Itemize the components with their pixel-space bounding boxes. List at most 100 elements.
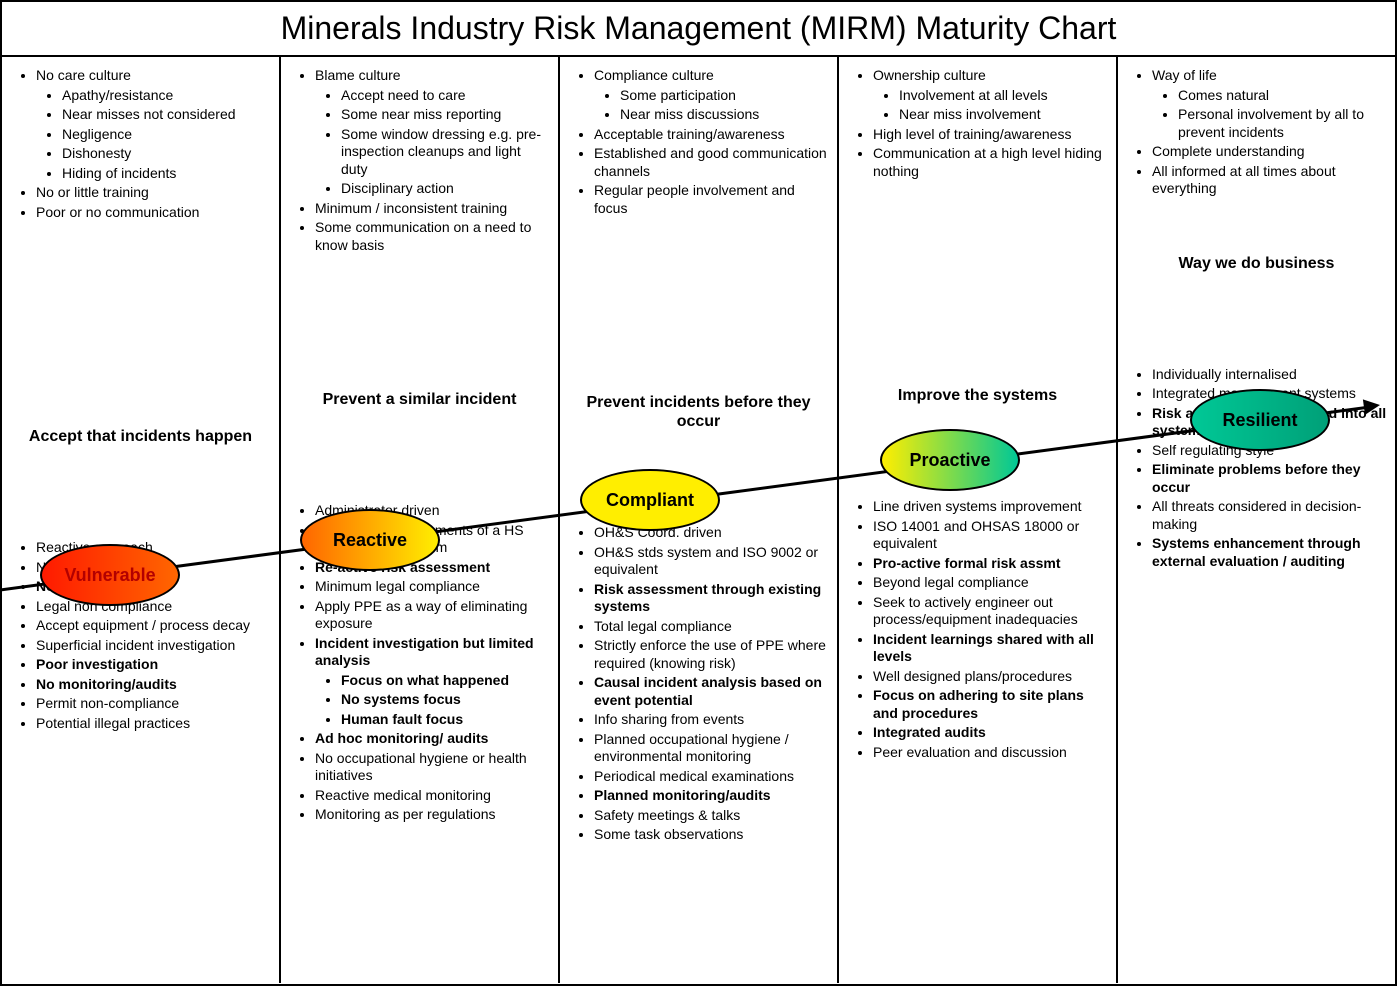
bullet-item: Compliance cultureSome participationNear… (594, 67, 829, 124)
bullet-item: Loose systems, elements of a HS Manageme… (315, 522, 550, 557)
culture-bullets: Ownership cultureInvolvement at all leve… (847, 67, 1108, 180)
bullet-item: ISO 14001 and OHSAS 18000 or equivalent (873, 518, 1108, 553)
bullet-item: Peer evaluation and discussion (873, 744, 1108, 762)
bullet-item: Self regulating style (1152, 442, 1387, 460)
bullet-item: Near miss involvement (899, 106, 1108, 124)
stage-tagline: Accept that incidents happen (14, 427, 267, 446)
bullet-item: Individually internalised (1152, 366, 1387, 384)
bullet-item: Blame cultureAccept need to careSome nea… (315, 67, 550, 198)
stage-tagline: Improve the systems (851, 386, 1104, 405)
chart-frame: Minerals Industry Risk Management (MIRM)… (0, 0, 1397, 986)
bullet-item: Established and good communication chann… (594, 145, 829, 180)
bullet-item: Some task observations (594, 826, 829, 844)
bullet-item: Legal non compliance (36, 598, 271, 616)
bullet-item: No systems focus (341, 691, 550, 709)
chart-title: Minerals Industry Risk Management (MIRM)… (2, 2, 1395, 57)
bullet-item: Eliminate problems before they occur (1152, 461, 1387, 496)
bullet-item: Ad hoc monitoring/ audits (315, 730, 550, 748)
bullet-item: Reactive medical monitoring (315, 787, 550, 805)
systems-bullets: Reactive approach No systemsNo risk asses… (10, 539, 271, 732)
culture-bullets: Compliance cultureSome participationNear… (568, 67, 829, 217)
bullet-item: Poor investigation (36, 656, 271, 674)
bullet-item: High level of training/awareness (873, 126, 1108, 144)
bullet-item: Safety meetings & talks (594, 807, 829, 825)
bullet-item: Some communication on a need to know bas… (315, 219, 550, 254)
stage-tagline: Prevent a similar incident (293, 390, 546, 409)
bullet-item: No occupational hygiene or health initia… (315, 750, 550, 785)
bullet-item: No risk assessment (36, 578, 271, 596)
stage-column-proactive: Ownership cultureInvolvement at all leve… (839, 57, 1118, 983)
bullet-item: OH&S stds system and ISO 9002 or equival… (594, 544, 829, 579)
bullet-item: Regular people involvement and focus (594, 182, 829, 217)
culture-bullets: No care cultureApathy/resistanceNear mis… (10, 67, 271, 221)
bullet-item: Pro-active formal risk assmt (873, 555, 1108, 573)
bullet-item: Risk assessment through existing systems (594, 581, 829, 616)
bullet-item: Accept need to care (341, 87, 550, 105)
bullet-item: Strictly enforce the use of PPE where re… (594, 637, 829, 672)
bullet-item: Seek to actively engineer out process/eq… (873, 594, 1108, 629)
bullet-item: Accept equipment / process decay (36, 617, 271, 635)
bullet-item: Monitoring as per regulations (315, 806, 550, 824)
bullet-item: Communication at a high level hiding not… (873, 145, 1108, 180)
culture-bullets: Way of lifeComes naturalPersonal involve… (1126, 67, 1387, 198)
bullet-item: Superficial incident investigation (36, 637, 271, 655)
bullet-item: Total legal compliance (594, 618, 829, 636)
bullet-item: Incident investigation but limited analy… (315, 635, 550, 729)
bullet-item: Involvement at all levels (899, 87, 1108, 105)
bullet-item: Apathy/resistance (62, 87, 271, 105)
bullet-item: Near miss discussions (620, 106, 829, 124)
bullet-item: Focus on what happened (341, 672, 550, 690)
bullet-item: Causal incident analysis based on event … (594, 674, 829, 709)
bullet-item: Minimum / inconsistent training (315, 200, 550, 218)
stage-column-vulnerable: No care cultureApathy/resistanceNear mis… (2, 57, 281, 983)
bullet-item: Line driven systems improvement (873, 498, 1108, 516)
bullet-item: Some participation (620, 87, 829, 105)
bullet-item: No or little training (36, 184, 271, 202)
systems-bullets: Line driven systems improvement ISO 14001… (847, 498, 1108, 761)
bullet-item: Well designed plans/procedures (873, 668, 1108, 686)
bullet-item: No systems (36, 559, 271, 577)
bullet-item: Re-active risk assessment (315, 559, 550, 577)
bullet-item: Planned monitoring/audits (594, 787, 829, 805)
bullet-item: Focus on adhering to site plans and proc… (873, 687, 1108, 722)
bullet-item: Integrated management systems (1152, 385, 1387, 403)
stage-tagline: Prevent incidents before they occur (572, 393, 825, 431)
bullet-item: Periodical medical examinations (594, 768, 829, 786)
bullet-item: Human fault focus (341, 711, 550, 729)
stage-column-reactive: Blame cultureAccept need to careSome nea… (281, 57, 560, 983)
systems-bullets: OH&S Coord. driven OH&S stds system and I… (568, 524, 829, 844)
stage-column-compliant: Compliance cultureSome participationNear… (560, 57, 839, 983)
bullet-item: Way of lifeComes naturalPersonal involve… (1152, 67, 1387, 141)
bullet-item: Potential illegal practices (36, 715, 271, 733)
bullet-item: No monitoring/audits (36, 676, 271, 694)
bullet-item: Some window dressing e.g. pre-inspection… (341, 126, 550, 179)
bullet-item: All informed at all times about everythi… (1152, 163, 1387, 198)
bullet-item: All threats considered in decision-makin… (1152, 498, 1387, 533)
bullet-item: Planned occupational hygiene / environme… (594, 731, 829, 766)
systems-bullets: Individually internalisedIntegrated mana… (1126, 366, 1387, 571)
bullet-item: Minimum legal compliance (315, 578, 550, 596)
bullet-item: Systems enhancement through external eva… (1152, 535, 1387, 570)
stage-tagline: Way we do business (1130, 254, 1383, 273)
bullet-item: Risk assessment integrated into all syst… (1152, 405, 1387, 440)
culture-bullets: Blame cultureAccept need to careSome nea… (289, 67, 550, 254)
bullet-item: Negligence (62, 126, 271, 144)
bullet-item: Personal involvement by all to prevent i… (1178, 106, 1387, 141)
bullet-item: Incident learnings shared with all level… (873, 631, 1108, 666)
bullet-item: Comes natural (1178, 87, 1387, 105)
bullet-item: Some near miss reporting (341, 106, 550, 124)
bullet-item: Ownership cultureInvolvement at all leve… (873, 67, 1108, 124)
stage-column-resilient: Way of lifeComes naturalPersonal involve… (1118, 57, 1395, 983)
bullet-item: Dishonesty (62, 145, 271, 163)
bullet-item: Info sharing from events (594, 711, 829, 729)
bullet-item: Apply PPE as a way of eliminating exposu… (315, 598, 550, 633)
bullet-item: Disciplinary action (341, 180, 550, 198)
bullet-item: OH&S Coord. driven (594, 524, 829, 542)
bullet-item: Poor or no communication (36, 204, 271, 222)
stage-columns: No care cultureApathy/resistanceNear mis… (2, 57, 1395, 983)
bullet-item: Administrator driven (315, 502, 550, 520)
bullet-item: No care cultureApathy/resistanceNear mis… (36, 67, 271, 182)
systems-bullets: Administrator driven Loose systems, eleme… (289, 502, 550, 824)
bullet-item: Permit non-compliance (36, 695, 271, 713)
bullet-item: Reactive approach (36, 539, 271, 557)
